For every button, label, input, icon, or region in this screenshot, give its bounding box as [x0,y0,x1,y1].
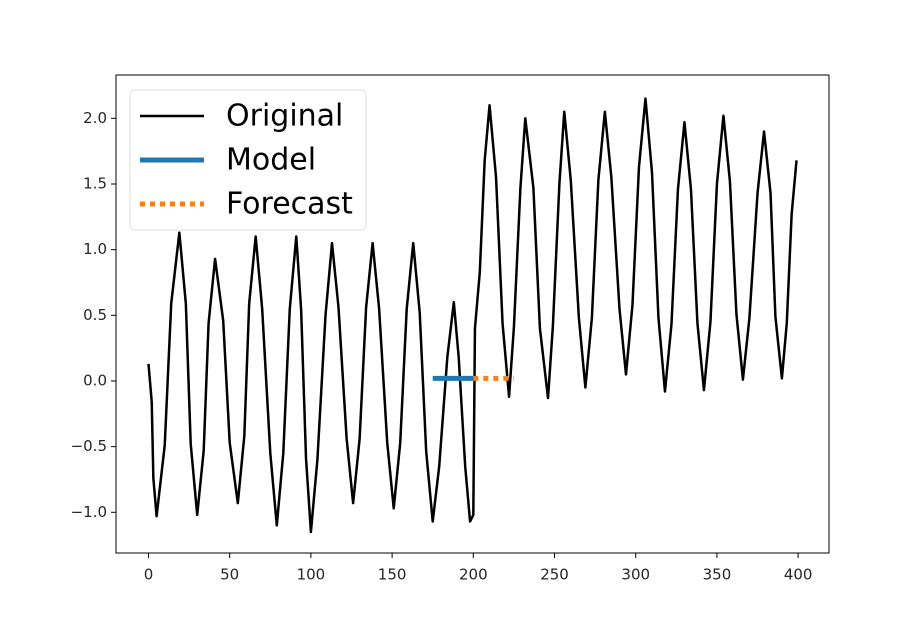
x-tick-label: 400 [784,566,813,584]
x-tick-label: 300 [621,566,650,584]
y-tick-label: −1.0 [71,503,107,521]
y-tick-label: 0.5 [83,306,107,324]
legend-label: Model [226,143,316,178]
x-tick-label: 50 [220,566,239,584]
x-tick-label: 200 [459,566,488,584]
x-tick-label: 150 [378,566,407,584]
y-tick-label: −0.5 [71,437,107,455]
y-tick-label: 1.5 [83,174,107,192]
x-tick-label: 100 [297,566,326,584]
x-tick-label: 350 [703,566,732,584]
axes-frame [115,74,830,554]
y-tick-label: 1.0 [83,240,107,258]
series-line [147,97,798,534]
x-tick-label: 0 [144,566,154,584]
y-tick-label: 2.0 [83,109,107,127]
legend-box [129,89,367,231]
legend-label: Forecast [226,187,353,222]
legend-label: Original [226,99,343,134]
x-tick-label: 250 [540,566,569,584]
y-tick-label: 0.0 [83,371,107,389]
